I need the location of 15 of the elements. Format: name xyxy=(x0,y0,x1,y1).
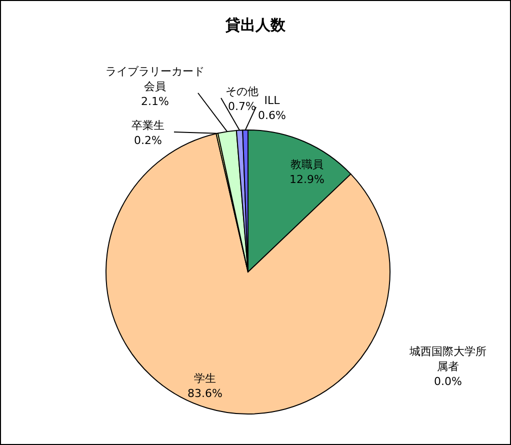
chart-title: 貸出人数 xyxy=(224,16,286,35)
category-label: 城西国際大学所属者 xyxy=(410,345,486,373)
slice-label: その他 xyxy=(226,85,258,98)
slice-label: 教職員 xyxy=(290,157,324,172)
data-label: 83.6% xyxy=(186,386,224,401)
data-label: 2.1% xyxy=(140,94,170,109)
slice-label: ライブラリーカード会員 xyxy=(104,64,206,94)
slice-label: ILL xyxy=(264,94,280,107)
slice-label: 卒業生 xyxy=(130,118,166,133)
slice-label: 学生 xyxy=(193,371,217,386)
data-label: 0.2% xyxy=(133,133,163,148)
data-label: 0.7% xyxy=(228,100,256,113)
text: 0.0% xyxy=(434,375,462,388)
data-label: 12.9% xyxy=(288,172,326,187)
data-label: 0.6% xyxy=(258,109,286,122)
